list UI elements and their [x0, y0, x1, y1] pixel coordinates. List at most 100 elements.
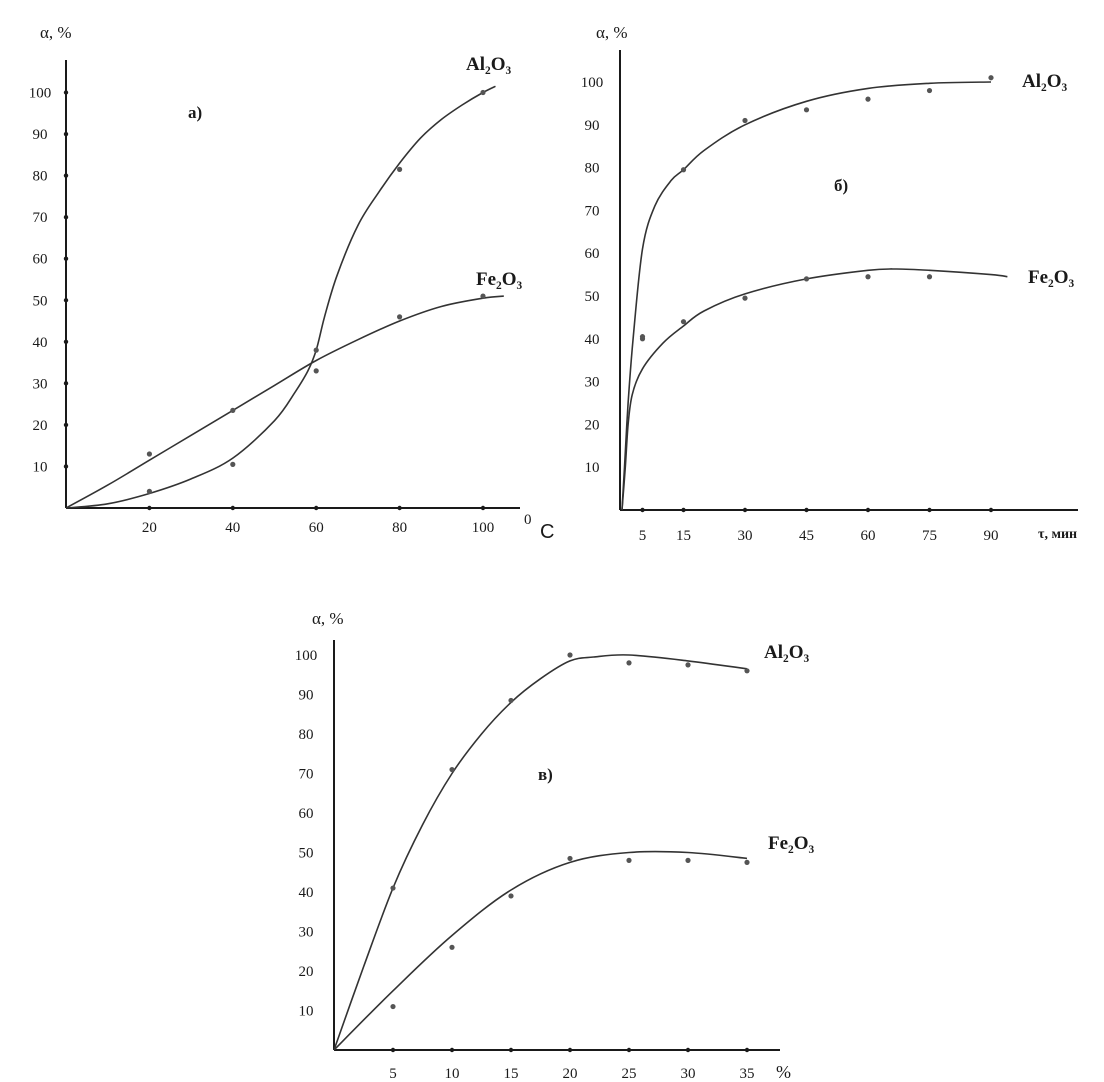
y-tick-mark-a — [63, 381, 69, 386]
data-point-b-fe2o3 — [865, 274, 871, 280]
y-tick-label-b: 80 — [585, 161, 600, 177]
x-tick-label-b: 30 — [738, 528, 753, 544]
x-tick-label-a: 80 — [392, 520, 407, 536]
y-tick-mark-a — [63, 339, 69, 344]
y-tick-label-c: 90 — [299, 688, 314, 704]
x-tick-label-c: 35 — [740, 1066, 755, 1082]
y-tick-label-b: 90 — [585, 118, 600, 134]
y-axis-label-c: α, % — [312, 609, 344, 628]
y-tick-label-b: 100 — [581, 75, 604, 91]
data-point-a-fe2o3 — [313, 347, 319, 353]
chart-panel-b: α, % б) Al₂O₃ Fe₂O₃ τ, мин 10 20 30 40 50 60 7… — [581, 23, 1078, 544]
y-tick-label-c: 80 — [299, 727, 314, 743]
x-tick-mark-b — [988, 507, 994, 513]
y-tick-label-a: 10 — [33, 459, 48, 475]
y-tick-label-b: 40 — [585, 332, 600, 348]
data-point-c-fe2o3 — [390, 1003, 396, 1010]
y-tick-label-b: 10 — [585, 460, 600, 476]
series-label-b-fe2o3: Fe₂O₃ — [1028, 267, 1075, 288]
y-tick-mark-a — [63, 214, 69, 220]
x-tick-mark-c — [390, 1047, 396, 1053]
x-tick-label-b: 5 — [639, 528, 647, 544]
y-tick-label-a: 90 — [33, 127, 48, 143]
x-tick-mark-a — [314, 505, 319, 511]
x-tick-label-a: 100 — [472, 520, 495, 536]
y-tick-label-b: 20 — [585, 417, 600, 433]
x-tick-label-b: 15 — [676, 528, 691, 544]
y-tick-mark-a — [63, 298, 69, 303]
data-point-a-al2o3 — [146, 488, 152, 494]
series-label-c-fe2o3: Fe₂O₃ — [768, 833, 815, 854]
data-point-a-al2o3 — [480, 89, 486, 96]
data-point-a-fe2o3 — [146, 451, 152, 457]
x-tick-label-c: 25 — [622, 1066, 637, 1082]
series-line-a-al2o3 — [65, 85, 496, 509]
x-tick-mark-b — [742, 507, 748, 513]
x-axis-label-b: τ, мин — [1038, 527, 1077, 542]
data-point-a-fe2o3 — [480, 293, 486, 299]
x-tick-mark-a — [397, 505, 402, 511]
x-tick-mark-c — [744, 1047, 750, 1053]
x-tick-mark-a — [480, 505, 486, 511]
y-tick-label-a: 70 — [33, 210, 48, 226]
series-label-b-al2o3: Al₂O₃ — [1022, 71, 1067, 92]
data-point-c-fe2o3 — [508, 893, 514, 899]
data-point-b-al2o3 — [680, 167, 687, 173]
series-line-c-fe2o3 — [333, 850, 748, 1051]
data-point-c-fe2o3 — [685, 857, 691, 864]
data-point-b-fe2o3 — [803, 276, 810, 282]
x-unit-label-a: С — [540, 521, 554, 543]
y-tick-label-a: 30 — [33, 376, 48, 392]
y-tick-label-b: 60 — [585, 246, 600, 262]
y-tick-label-b: 30 — [585, 375, 600, 391]
x-tick-label-c: 15 — [504, 1066, 519, 1082]
x-tick-label-a: 20 — [142, 520, 157, 536]
data-point-c-al2o3 — [626, 660, 632, 666]
x-tick-label-b: 75 — [922, 528, 937, 544]
series-line-b-al2o3 — [621, 81, 992, 511]
data-point-a-al2o3 — [397, 166, 403, 172]
series-label-c-al2o3: Al₂O₃ — [764, 642, 809, 663]
data-point-c-al2o3 — [744, 668, 750, 674]
x-tick-mark-a — [147, 505, 152, 511]
x-tick-mark-b — [640, 507, 645, 513]
data-point-c-fe2o3 — [449, 944, 455, 950]
y-tick-label-c: 100 — [295, 648, 318, 664]
y-tick-mark-a — [63, 464, 69, 469]
y-tick-mark-a — [63, 256, 69, 261]
y-tick-mark-a — [63, 90, 69, 95]
y-tick-label-a: 60 — [33, 252, 48, 268]
y-tick-label-a: 40 — [33, 335, 48, 351]
data-point-b-fe2o3 — [926, 274, 933, 280]
y-tick-label-a: 80 — [33, 169, 48, 185]
x-unit-label-c: % — [776, 1062, 791, 1082]
data-point-c-fe2o3 — [567, 855, 573, 862]
data-point-a-al2o3 — [230, 461, 236, 467]
x-tick-mark-b — [804, 507, 809, 513]
data-point-b-al2o3 — [803, 107, 810, 113]
x-tick-label-a: 40 — [225, 520, 240, 536]
panel-label-c: в) — [538, 765, 553, 784]
y-tick-label-c: 50 — [299, 846, 314, 862]
y-tick-label-c: 40 — [299, 885, 314, 901]
data-point-a-fe2o3 — [397, 314, 403, 320]
x-tick-label-b: 45 — [799, 528, 814, 544]
y-tick-label-c: 60 — [299, 806, 314, 822]
data-point-b-fe2o3 — [680, 319, 687, 325]
y-axis-label-a: α, % — [40, 23, 72, 42]
x-tick-mark-c — [508, 1047, 514, 1053]
data-point-c-al2o3 — [685, 662, 691, 668]
panel-label-a: а) — [188, 103, 202, 122]
x-tick-mark-a — [230, 505, 235, 511]
data-point-c-al2o3 — [508, 697, 514, 704]
x-tick-mark-b — [681, 507, 686, 513]
y-axis-label-b: α, % — [596, 23, 628, 42]
y-tick-label-c: 30 — [299, 925, 314, 941]
x-tick-mark-c — [449, 1047, 455, 1053]
y-tick-label-c: 20 — [299, 964, 314, 980]
x-tick-label-c: 5 — [389, 1066, 397, 1082]
x-tick-mark-c — [685, 1047, 691, 1053]
x-tick-mark-b — [927, 507, 932, 513]
series-label-a-fe2o3: Fe₂O₃ — [476, 269, 523, 290]
